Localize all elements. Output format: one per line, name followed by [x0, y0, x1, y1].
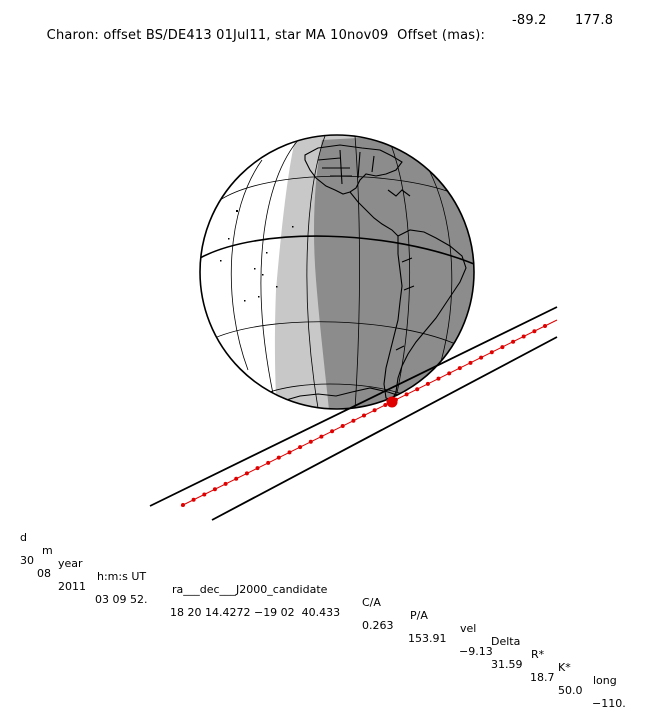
closest-approach-marker	[386, 396, 398, 408]
cell-k-star: 50.0	[558, 684, 583, 697]
centerline	[180, 319, 558, 507]
col-header: year	[58, 557, 83, 570]
track-dot	[372, 408, 377, 413]
track-dot	[468, 360, 473, 365]
table-row: 30 08 2011 03 09 52. 18 20 14.4272 −19 0…	[0, 541, 626, 710]
col-header: R*	[531, 648, 545, 661]
col-header: ra___dec___J2000_candidate	[172, 583, 328, 596]
title-text: Charon: offset BS/DE413 01Jul11, star MA…	[46, 28, 486, 43]
track-dot	[362, 413, 366, 418]
track-dot	[489, 350, 494, 355]
shadow-path	[149, 306, 558, 521]
track-dot	[500, 345, 505, 350]
col-header: vel	[460, 622, 477, 635]
cell-r-star: 18.7	[530, 671, 555, 684]
track-dot	[308, 439, 313, 444]
track-dot	[244, 471, 249, 476]
col-header: P/A	[410, 609, 428, 622]
col-header: K*	[558, 661, 571, 674]
track-dot	[404, 392, 409, 397]
cell-time: 03 09 52.	[95, 593, 148, 606]
southern-limit-line	[211, 336, 558, 521]
track-dot	[276, 455, 281, 460]
cell-ra-dec: 18 20 14.4272 −19 02 40.433	[170, 606, 341, 619]
track-dot	[436, 376, 441, 381]
track-dot	[521, 334, 526, 339]
track-dot	[457, 366, 462, 371]
track-dot	[383, 403, 388, 407]
track-dot	[415, 387, 420, 392]
track-dot	[351, 418, 356, 423]
globe-shading	[200, 135, 474, 409]
globe-limb	[199, 134, 475, 410]
track-dot	[532, 329, 537, 334]
offset-ra: -89.2	[512, 13, 547, 28]
track-dot	[223, 481, 228, 486]
track-dot	[234, 476, 239, 481]
track-dot	[212, 487, 217, 492]
cell-year: 2011	[58, 580, 86, 593]
col-header: Delta	[491, 635, 521, 648]
col-header: long	[593, 674, 617, 687]
track-dot	[191, 497, 196, 502]
cell-vel: −9.13	[459, 645, 493, 658]
cell-delta: 31.59	[491, 658, 523, 671]
track-dot	[543, 324, 547, 328]
track-dot	[330, 429, 335, 434]
track-dot	[181, 503, 185, 507]
graticule	[200, 135, 474, 409]
track-dot	[255, 466, 260, 471]
track-dot	[447, 371, 452, 376]
track-dot	[266, 460, 271, 465]
col-header: C/A	[362, 596, 381, 609]
islands	[220, 210, 294, 302]
col-header: d	[20, 531, 27, 544]
coastlines	[285, 144, 467, 409]
cell-day: 30	[20, 554, 34, 567]
northern-limit-line	[149, 306, 558, 507]
track-dot	[511, 339, 516, 344]
track-dot	[287, 450, 292, 455]
track-dot	[340, 424, 345, 428]
track-dot	[202, 492, 207, 497]
col-header: m	[42, 544, 53, 557]
cell-pa: 153.91	[408, 632, 447, 645]
plot-title: Charon: offset BS/DE413 01Jul11, star MA…	[38, 13, 613, 73]
track-dot	[479, 355, 484, 360]
track-dot	[298, 445, 303, 450]
track-dot	[319, 434, 324, 439]
cell-long: −110.	[592, 697, 626, 710]
cell-month: 08	[37, 567, 51, 580]
col-header: h:m:s UT	[97, 570, 147, 583]
occultation-map	[149, 134, 558, 521]
offset-dec: 177.8	[575, 13, 614, 28]
track-dot	[425, 381, 430, 386]
cell-ca: 0.263	[362, 619, 394, 632]
